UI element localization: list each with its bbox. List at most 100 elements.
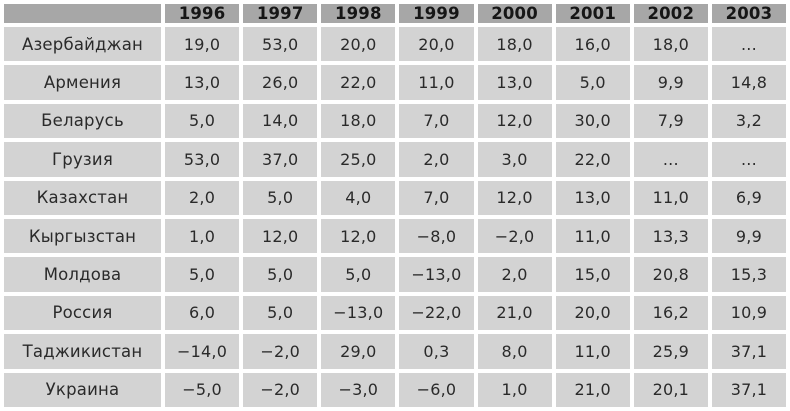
value-cell: 18,0 [321, 103, 396, 139]
value-cell: 18,0 [477, 27, 552, 62]
year-header: 1998 [321, 4, 396, 23]
year-header: 1999 [399, 4, 474, 23]
value-cell: 1,0 [477, 372, 552, 407]
value-cell: 20,8 [633, 257, 708, 292]
value-cell: 26,0 [243, 65, 318, 100]
value-cell: −2,0 [477, 218, 552, 254]
value-cell: 16,2 [633, 295, 708, 331]
value-cell: 14,8 [711, 65, 786, 100]
table-row: Азербайджан 19,0 53,0 20,0 20,0 18,0 16,0 18,0.… [4, 27, 786, 62]
table-row: Беларусь 5,0 14,0 18,0 7,0 12,0 30,0 7,9 3,2 [4, 103, 786, 139]
value-cell: 37,0 [243, 142, 318, 177]
value-cell: 11,0 [633, 180, 708, 215]
value-cell: 15,3 [711, 257, 786, 292]
value-cell: 12,0 [243, 218, 318, 254]
table-row: Казахстан 2,0 5,0 4,0 7,0 12,0 13,0 11,0 6,9 [4, 180, 786, 215]
value-cell: 1,0 [165, 218, 240, 254]
value-cell: 7,9 [633, 103, 708, 139]
value-cell: 5,0 [321, 257, 396, 292]
table-row: Армения 13,0 26,0 22,0 11,0 13,0 5,0 9,9 14,8 [4, 65, 786, 100]
value-cell: 8,0 [477, 334, 552, 369]
year-header: 2000 [477, 4, 552, 23]
value-cell: 53,0 [165, 142, 240, 177]
country-label: Россия [4, 295, 161, 331]
value-cell: 10,9 [711, 295, 786, 331]
value-cell: 14,0 [243, 103, 318, 139]
value-cell: 21,0 [477, 295, 552, 331]
value-cell: 11,0 [555, 334, 630, 369]
value-cell: 9,9 [633, 65, 708, 100]
value-cell: 11,0 [399, 65, 474, 100]
table-row: Кыргызстан 1,0 12,0 12,0 −8,0 −2,0 11,0 13,3 9,9 [4, 218, 786, 254]
value-cell: 5,0 [243, 180, 318, 215]
country-label: Армения [4, 65, 161, 100]
value-cell: 0,3 [399, 334, 474, 369]
value-cell: −14,0 [165, 334, 240, 369]
value-cell: 18,0 [633, 27, 708, 62]
country-label: Таджикистан [4, 334, 161, 369]
year-header: 2003 [711, 4, 786, 23]
value-cell: 7,0 [399, 180, 474, 215]
value-cell: −13,0 [321, 295, 396, 331]
value-cell: −22,0 [399, 295, 474, 331]
table-head-row: 1996 1997 1998 1999 2000 2001 2002 2003 [4, 4, 786, 23]
value-cell: 25,0 [321, 142, 396, 177]
value-cell: −3,0 [321, 372, 396, 407]
year-header: 1996 [165, 4, 240, 23]
value-cell: 22,0 [555, 142, 630, 177]
country-label: Казахстан [4, 180, 161, 215]
value-cell: 13,0 [165, 65, 240, 100]
value-cell: 3,0 [477, 142, 552, 177]
value-cell: 12,0 [477, 103, 552, 139]
value-cell: ... [711, 27, 786, 62]
country-label: Грузия [4, 142, 161, 177]
value-cell: 2,0 [477, 257, 552, 292]
value-cell: 16,0 [555, 27, 630, 62]
year-header: 1997 [243, 4, 318, 23]
value-cell: 25,9 [633, 334, 708, 369]
value-cell: −2,0 [243, 334, 318, 369]
country-label: Украина [4, 372, 161, 407]
value-cell: 20,0 [321, 27, 396, 62]
country-label: Азербайджан [4, 27, 161, 62]
table-row: Украина −5,0 −2,0 −3,0 −6,0 1,0 21,0 20,1 37,1 [4, 372, 786, 407]
value-cell: 20,0 [555, 295, 630, 331]
value-cell: 37,1 [711, 334, 786, 369]
value-cell: 20,0 [399, 27, 474, 62]
value-cell: 20,1 [633, 372, 708, 407]
value-cell: 13,0 [477, 65, 552, 100]
value-cell: −13,0 [399, 257, 474, 292]
value-cell: ... [711, 142, 786, 177]
value-cell: 5,0 [243, 257, 318, 292]
country-label: Кыргызстан [4, 218, 161, 254]
value-cell: 5,0 [555, 65, 630, 100]
table-row: Грузия 53,0 37,0 25,0 2,0 3,0 22,0...... [4, 142, 786, 177]
table-row: Молдова 5,0 5,0 5,0 −13,0 2,0 15,0 20,8 15,3 [4, 257, 786, 292]
value-cell: −6,0 [399, 372, 474, 407]
value-cell: 11,0 [555, 218, 630, 254]
value-cell: 53,0 [243, 27, 318, 62]
value-cell: −8,0 [399, 218, 474, 254]
value-cell: 21,0 [555, 372, 630, 407]
value-cell: 7,0 [399, 103, 474, 139]
value-cell: 6,0 [165, 295, 240, 331]
value-cell: ... [633, 142, 708, 177]
value-cell: 12,0 [477, 180, 552, 215]
value-cell: −2,0 [243, 372, 318, 407]
value-cell: 4,0 [321, 180, 396, 215]
value-cell: 15,0 [555, 257, 630, 292]
value-cell: 22,0 [321, 65, 396, 100]
value-cell: −5,0 [165, 372, 240, 407]
value-cell: 2,0 [165, 180, 240, 215]
value-cell: 5,0 [165, 103, 240, 139]
year-header: 2002 [633, 4, 708, 23]
table-head: 1996 1997 1998 1999 2000 2001 2002 2003 [4, 4, 786, 23]
value-cell: 5,0 [243, 295, 318, 331]
value-cell: 29,0 [321, 334, 396, 369]
table-row: Таджикистан −14,0 −2,0 29,0 0,3 8,0 11,0 25,9 37… [4, 334, 786, 369]
table-body: Азербайджан 19,0 53,0 20,0 20,0 18,0 16,0 18,0.… [4, 27, 786, 407]
table-row: Россия 6,0 5,0 −13,0 −22,0 21,0 20,0 16,2 10,9 [4, 295, 786, 331]
value-cell: 19,0 [165, 27, 240, 62]
country-label: Беларусь [4, 103, 161, 139]
